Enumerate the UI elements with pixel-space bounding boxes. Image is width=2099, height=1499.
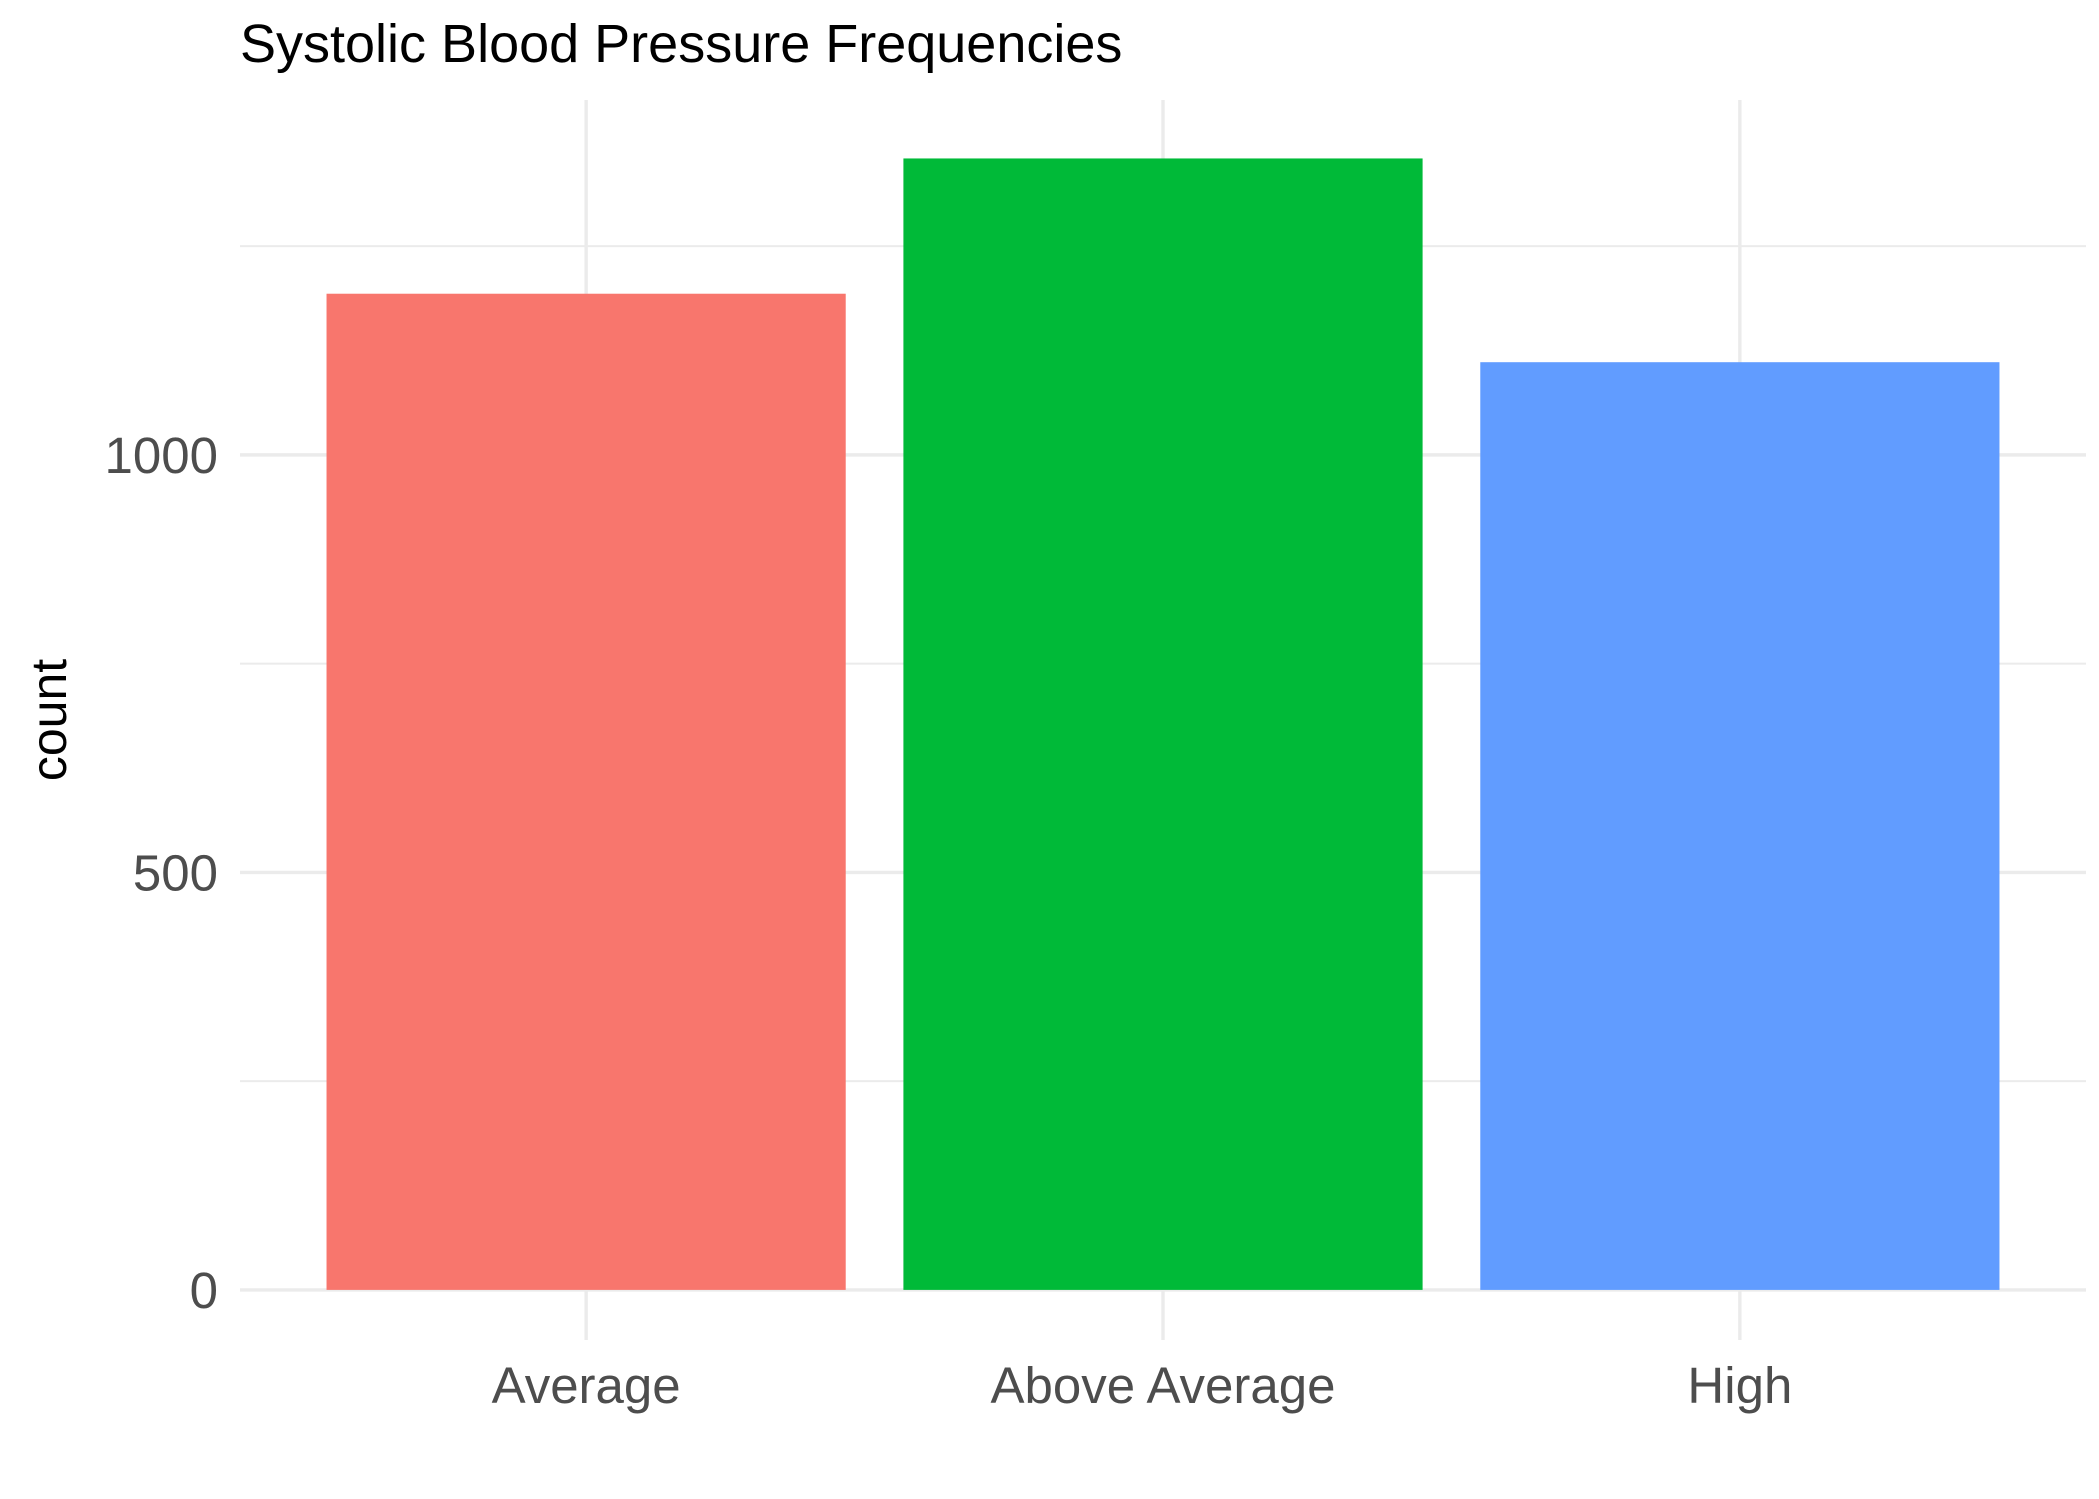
bar-average bbox=[326, 293, 846, 1290]
y-tick-labels: 0 500 1000 bbox=[105, 427, 218, 1319]
bar-high bbox=[1480, 362, 2000, 1290]
x-tick-labels: Average Above Average High bbox=[492, 1357, 1793, 1414]
x-tick-label: High bbox=[1687, 1357, 1792, 1414]
chart-title: Systolic Blood Pressure Frequencies bbox=[240, 14, 1122, 74]
y-axis-title: count bbox=[21, 659, 77, 781]
y-tick-label: 500 bbox=[133, 844, 218, 901]
x-tick-label: Average bbox=[492, 1357, 681, 1414]
y-tick-label: 0 bbox=[190, 1262, 218, 1319]
x-tick-label: Above Average bbox=[991, 1357, 1336, 1414]
bar-above-average bbox=[903, 158, 1423, 1290]
bars bbox=[326, 158, 2000, 1290]
y-tick-label: 1000 bbox=[105, 427, 218, 484]
